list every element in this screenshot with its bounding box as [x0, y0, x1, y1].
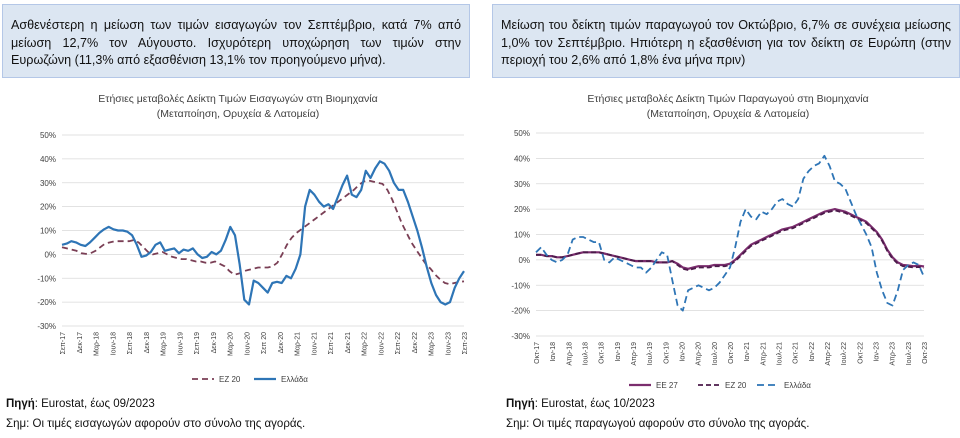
- right-source-text: : Eurostat, έως 10/2023: [534, 398, 655, 410]
- x-tick-label: Οκτ-22: [857, 342, 864, 364]
- x-tick-label: Απρ-22: [825, 342, 832, 366]
- x-tick-label: Ιουν-18: [110, 332, 117, 355]
- y-tick-label: 20%: [514, 205, 530, 214]
- x-tick-label: Ιουν-20: [244, 332, 251, 355]
- x-tick-label: Οκτ-20: [728, 342, 735, 364]
- x-tick-label: Δεκ-20: [278, 332, 285, 354]
- x-tick-label: Ιουλ-19: [647, 342, 654, 365]
- x-tick-label: Ιουν-19: [177, 332, 184, 355]
- x-tick-label: Απρ-21: [760, 342, 767, 366]
- x-tick-label: Δεκ-22: [412, 332, 419, 354]
- legend-label: Ελλάδα: [784, 381, 811, 390]
- y-tick-label: 20%: [40, 203, 56, 212]
- x-tick-label: Ιουλ-20: [712, 342, 719, 365]
- x-tick-label: Σεπ 20: [261, 332, 268, 354]
- left-chart-title: Ετήσιες μεταβολές Δείκτη Τιμών Εισαγωγών…: [98, 93, 378, 105]
- y-tick-label: 50%: [40, 131, 56, 140]
- y-tick-label: 50%: [514, 129, 530, 138]
- x-tick-label: Ιουν-22: [378, 332, 385, 355]
- left-panel: Ασθενέστερη η μείωση των τιμών εισαγωγών…: [2, 0, 474, 438]
- x-tick-label: Ιουλ-18: [583, 342, 590, 365]
- x-tick-label: Μαρ-21: [295, 332, 302, 356]
- x-tick-label: Απρ-19: [631, 342, 638, 366]
- x-tick-label: Μαρ-20: [228, 332, 235, 356]
- x-tick-label: Ιουν-21: [311, 332, 318, 355]
- x-tick-label: Σεπ-22: [395, 332, 402, 355]
- x-tick-label: Οκτ-21: [793, 342, 800, 364]
- x-tick-label: Σεπ-17: [60, 332, 67, 355]
- y-tick-label: 30%: [40, 179, 56, 188]
- x-tick-label: Ιαν-22: [809, 342, 816, 362]
- x-tick-label: Μαρ-22: [362, 332, 369, 356]
- x-tick-label: Μαρ-18: [94, 332, 101, 356]
- left-source-label: Πηγή: [6, 398, 35, 410]
- y-tick-label: -10%: [511, 281, 530, 290]
- right-chart-title: Ετήσιες μεταβολές Δείκτη Τιμών Παραγωγού…: [587, 93, 869, 105]
- left-header-box: Ασθενέστερη η μείωση των τιμών εισαγωγών…: [2, 4, 470, 78]
- x-tick-label: Δεκ-21: [345, 332, 352, 354]
- right-chart-title-block: Ετήσιες μεταβολές Δείκτη Τιμών Παραγωγού…: [492, 92, 960, 122]
- y-tick-label: 10%: [514, 231, 530, 240]
- series-line: [536, 209, 925, 271]
- x-tick-label: Οκτ-19: [663, 342, 670, 364]
- x-tick-label: Σεπ-21: [328, 332, 335, 355]
- right-chart-subtitle: (Μεταποίηση, Ορυχεία & Λατομεία): [646, 108, 810, 120]
- y-tick-label: -30%: [37, 322, 56, 331]
- x-tick-label: Ιαν-20: [680, 342, 687, 362]
- x-tick-label: Σεπ-19: [194, 332, 201, 355]
- y-tick-label: 0%: [44, 250, 56, 259]
- y-tick-label: -30%: [511, 332, 530, 341]
- left-note: Σημ: Οι τιμές εισαγωγών αφορούν στο σύνο…: [6, 418, 306, 430]
- left-chart-subtitle: (Μεταποίηση, Ορυχεία & Λατομεία): [156, 108, 320, 120]
- x-tick-label: Ιουλ-22: [841, 342, 848, 365]
- x-tick-label: Δεκ-19: [211, 332, 218, 354]
- x-tick-label: Ιουλ-21: [777, 342, 784, 365]
- y-tick-label: -20%: [37, 298, 56, 307]
- x-tick-label: Ιουλ-23: [906, 342, 913, 365]
- x-tick-label: Ιαν-18: [550, 342, 557, 362]
- left-source-text: : Eurostat, έως 09/2023: [34, 398, 155, 410]
- left-source: Πηγή: Eurostat, έως 09/2023: [6, 398, 155, 410]
- x-tick-label: Ιαν-19: [615, 342, 622, 362]
- right-note: Σημ: Οι τιμές παραγωγού αφορούν στο σύνο…: [506, 418, 810, 430]
- y-tick-label: 10%: [40, 227, 56, 236]
- series-line: [535, 154, 925, 312]
- y-tick-label: 40%: [514, 154, 530, 163]
- x-tick-label: Σεπ-18: [127, 332, 134, 355]
- legend-label: Ελλάδα: [281, 375, 308, 384]
- y-tick-label: 40%: [40, 155, 56, 164]
- x-tick-label: Οκτ-17: [534, 342, 541, 364]
- right-chart: -30% -20% -10% 0% 10% 20% 30% 40% 50% Οκτ-17 Ιαν-1…: [511, 129, 929, 390]
- y-tick-label: -10%: [37, 274, 56, 283]
- series-line: [61, 179, 465, 286]
- y-tick-label: 30%: [514, 180, 530, 189]
- x-tick-label: Δεκ-18: [144, 332, 151, 354]
- x-tick-label: Οκτ-18: [599, 342, 606, 364]
- x-tick-label: Ιαν-23: [874, 342, 881, 362]
- x-tick-label: Μαρ-19: [161, 332, 168, 356]
- left-chart: -30% -20% -10% 0% 10% 20% 30% 40% 50% Σεπ-17 Δεκ-1…: [37, 131, 469, 384]
- x-tick-label: Δεκ-17: [77, 332, 84, 354]
- right-source: Πηγή: Eurostat, έως 10/2023: [506, 398, 655, 410]
- right-source-label: Πηγή: [506, 398, 535, 410]
- x-tick-label: Ιουν-23: [445, 332, 452, 355]
- legend-label: ΕΕ 27: [656, 381, 678, 390]
- x-tick-label: Απρ-18: [566, 342, 573, 366]
- x-tick-label: Ιαν-21: [744, 342, 751, 362]
- right-panel: Μείωση του δείκτη τιμών παραγωγού τον Οκ…: [492, 0, 960, 438]
- x-tick-label: Απρ-20: [696, 342, 703, 366]
- x-tick-label: Απρ-23: [890, 342, 897, 366]
- y-tick-label: -20%: [511, 307, 530, 316]
- legend-label: ΕΖ 20: [219, 375, 241, 384]
- y-tick-label: 0%: [518, 256, 530, 265]
- left-chart-title-block: Ετήσιες μεταβολές Δείκτη Τιμών Εισαγωγών…: [2, 92, 474, 122]
- x-tick-label: Οκτ-23: [922, 342, 929, 364]
- x-tick-label: Μαρ-23: [429, 332, 436, 356]
- series-line: [61, 160, 465, 306]
- right-header-box: Μείωση του δείκτη τιμών παραγωγού τον Οκ…: [492, 4, 960, 78]
- x-tick-label: Σεπ-23: [462, 332, 469, 355]
- legend-label: ΕΖ 20: [725, 381, 747, 390]
